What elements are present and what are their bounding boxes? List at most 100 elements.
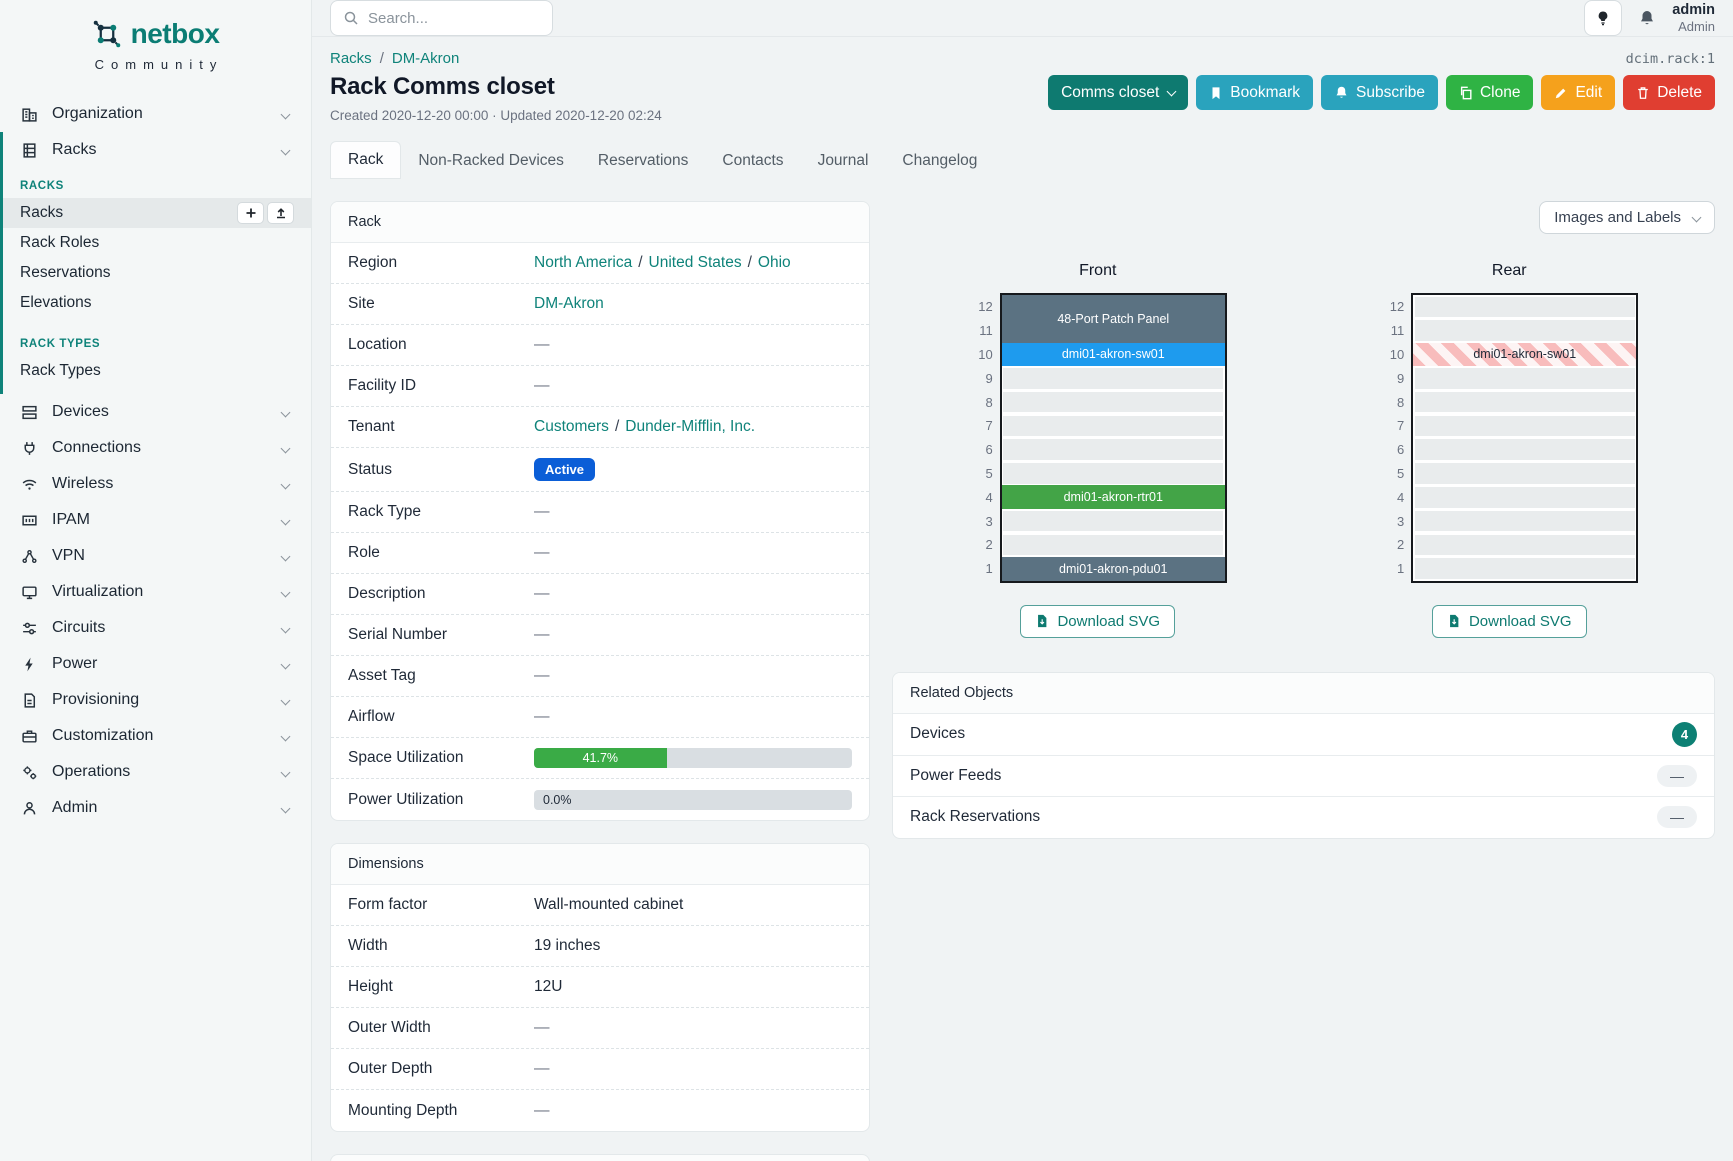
rack-unit-empty[interactable] <box>1414 391 1635 413</box>
rack-device[interactable]: dmi01-akron-pdu01 <box>1001 556 1225 581</box>
rack-unit-empty[interactable] <box>1414 439 1635 461</box>
clone-label: Clone <box>1479 83 1521 101</box>
unit-number: 11 <box>1390 323 1405 339</box>
sidebar-item-elevations[interactable]: Elevations <box>3 288 311 318</box>
sidebar-group-wireless[interactable]: Wireless <box>0 466 311 502</box>
download-svg-front-button[interactable]: Download SVG <box>1020 604 1176 638</box>
rack-unit-empty[interactable] <box>1003 463 1224 484</box>
sidebar-group-devices[interactable]: Devices <box>0 394 311 430</box>
images-labels-toggle[interactable]: Images and Labels <box>1539 201 1715 234</box>
sidebar-group-circuits[interactable]: Circuits <box>0 610 311 646</box>
sidebar-group-power[interactable]: Power <box>0 646 311 682</box>
add-rack-button[interactable] <box>237 202 264 224</box>
rack-unit-empty[interactable] <box>1414 415 1635 437</box>
subscribe-button[interactable]: Subscribe <box>1321 75 1438 110</box>
unit-number: 4 <box>1397 489 1405 505</box>
table-row: Height 12U <box>331 967 869 1008</box>
sidebar-item-rack-types[interactable]: Rack Types <box>3 356 311 386</box>
sidebar-group-ipam[interactable]: IPAM <box>0 502 311 538</box>
table-row: Width 19 inches <box>331 926 869 967</box>
tab-contacts[interactable]: Contacts <box>722 152 784 169</box>
sidebar-group-provisioning[interactable]: Provisioning <box>0 682 311 718</box>
rack-device[interactable]: 48-Port Patch Panel <box>1001 295 1225 343</box>
rack-unit-empty[interactable] <box>1003 391 1224 413</box>
breadcrumb-link-site[interactable]: DM-Akron <box>391 50 460 67</box>
brand-logo[interactable]: netbox Community <box>0 12 311 74</box>
rack-unit-empty[interactable] <box>1414 463 1635 484</box>
region-link[interactable]: United States <box>648 254 742 271</box>
rack-unit-empty[interactable] <box>1414 367 1635 389</box>
notifications-button[interactable] <box>1638 9 1656 27</box>
region-link[interactable]: Ohio <box>757 254 791 271</box>
search-input[interactable] <box>368 9 518 27</box>
unit-number: 9 <box>985 370 993 386</box>
import-racks-button[interactable] <box>267 202 294 224</box>
building-icon <box>20 105 38 123</box>
chevron-down-icon <box>280 479 291 489</box>
user-menu[interactable]: admin Admin <box>1672 1 1715 35</box>
chevron-down-icon <box>280 659 291 669</box>
rack-unit-empty[interactable] <box>1414 320 1635 342</box>
sidebar-group-virtualization[interactable]: Virtualization <box>0 574 311 610</box>
region-link[interactable]: North America <box>534 254 633 271</box>
sidebar-item-rack-roles[interactable]: Rack Roles <box>3 228 311 258</box>
chevron-down-icon <box>280 587 291 597</box>
tenant-link[interactable]: Dunder-Mifflin, Inc. <box>625 418 756 435</box>
rack-unit-empty[interactable] <box>1003 510 1224 532</box>
site-link[interactable]: DM-Akron <box>534 295 604 312</box>
tab-rack[interactable]: Rack <box>330 141 402 179</box>
download-svg-label: Download SVG <box>1468 612 1572 630</box>
rack-unit-empty[interactable] <box>1414 534 1635 556</box>
rack-device[interactable]: dmi01-akron-sw01 <box>1001 342 1225 367</box>
sidebar-group-organization[interactable]: Organization <box>0 96 311 132</box>
rack-unit-empty[interactable] <box>1414 486 1635 508</box>
sidebar-item-reservations[interactable]: Reservations <box>3 258 311 288</box>
sidebar-group-admin[interactable]: Admin <box>0 790 311 826</box>
sidebar-group-connections[interactable]: Connections <box>0 430 311 466</box>
related-row-label: Devices <box>910 725 966 743</box>
clone-button[interactable]: Clone <box>1445 75 1534 110</box>
table-row: Description — <box>331 574 869 615</box>
breadcrumb-link-racks[interactable]: Racks <box>330 50 372 67</box>
rack-unit-empty[interactable] <box>1003 415 1224 437</box>
rack-device[interactable]: dmi01-akron-rtr01 <box>1001 485 1225 510</box>
empty-count-badge: — <box>1657 764 1697 787</box>
rack-unit-empty[interactable] <box>1414 558 1635 580</box>
search-box[interactable] <box>330 0 553 36</box>
sidebar-group-racks[interactable]: Racks <box>3 132 311 168</box>
rename-dropdown-button[interactable]: Comms closet <box>1048 75 1189 110</box>
sidebar-group-operations[interactable]: Operations <box>0 754 311 790</box>
theme-toggle-button[interactable] <box>1584 0 1623 36</box>
unit-number: 12 <box>1389 299 1405 315</box>
tab-journal[interactable]: Journal <box>817 152 869 169</box>
bookmark-button[interactable]: Bookmark <box>1196 75 1314 110</box>
sidebar-item-racks[interactable]: Racks <box>3 198 311 228</box>
rack-elevations: Front 12 11 10 9 8 7 6 5 4 3 2 1 48-Port Patch Pane… <box>892 262 1715 638</box>
bookmark-label: Bookmark <box>1230 83 1301 101</box>
table-row: Outer Width — <box>331 1008 869 1049</box>
sidebar-group-label: Provisioning <box>52 691 140 708</box>
tab-non-racked-devices[interactable]: Non-Racked Devices <box>418 152 564 169</box>
related-row-rack-reservations[interactable]: Rack Reservations — <box>893 797 1714 838</box>
related-row-power-feeds[interactable]: Power Feeds — <box>893 756 1714 797</box>
tab-reservations[interactable]: Reservations <box>597 152 689 169</box>
rack-unit-empty[interactable] <box>1003 367 1224 389</box>
related-row-devices[interactable]: Devices 4 <box>893 714 1714 756</box>
edit-button[interactable]: Edit <box>1541 75 1616 110</box>
status-badge: Active <box>534 458 596 481</box>
rack-unit-empty[interactable] <box>1003 439 1224 461</box>
tenant-group-link[interactable]: Customers <box>534 418 609 435</box>
sidebar-group-customization[interactable]: Customization <box>0 718 311 754</box>
unit-numbers: 12 11 10 9 8 7 6 5 4 3 2 1 <box>969 293 993 583</box>
unit-number: 11 <box>979 323 993 339</box>
rack-unit-empty[interactable] <box>1414 510 1635 532</box>
rack-device[interactable]: dmi01-akron-sw01 <box>1413 342 1637 367</box>
rack-unit-empty[interactable] <box>1414 296 1635 318</box>
download-svg-rear-button[interactable]: Download SVG <box>1431 604 1587 638</box>
sidebar-group-vpn[interactable]: VPN <box>0 538 311 574</box>
delete-button[interactable]: Delete <box>1623 75 1715 110</box>
table-row: Asset Tag — <box>331 656 869 697</box>
rack-unit-empty[interactable] <box>1003 534 1224 556</box>
tab-changelog[interactable]: Changelog <box>902 152 978 169</box>
brand-name: netbox <box>130 18 220 49</box>
